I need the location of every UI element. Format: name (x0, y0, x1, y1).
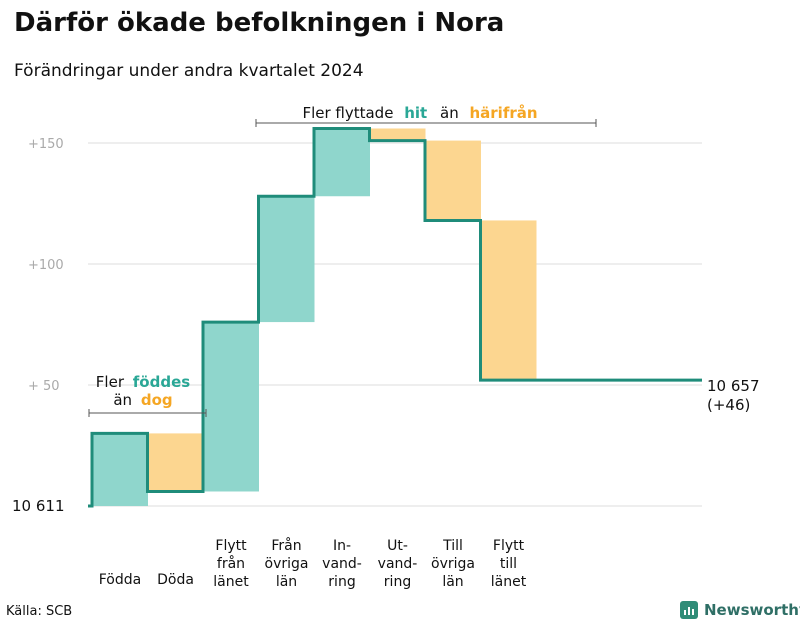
waterfall-bar (425, 140, 481, 221)
annotation-top-bracket (255, 119, 597, 127)
brand-logo: Newsworthy (680, 601, 800, 619)
category-label: Döda (157, 572, 194, 588)
category-label: länet (491, 574, 527, 590)
category-label: län (442, 574, 463, 590)
brand-name: Newsworthy (704, 601, 800, 619)
category-label: vand- (322, 556, 362, 572)
waterfall-bar (369, 128, 426, 141)
waterfall-bar (314, 128, 370, 197)
category-label: ring (384, 574, 411, 590)
annotation-left-dog: dog (141, 391, 173, 409)
category-label: övriga (265, 556, 309, 572)
annotation-top-harifran: härifrån (469, 104, 537, 122)
source-note: Källa: SCB (6, 604, 73, 619)
waterfall-bar (203, 322, 259, 492)
y-tick-label: +100 (28, 258, 64, 273)
annotation-top: Fler flyttade hit än härifrån (302, 104, 537, 122)
category-label: från (217, 555, 245, 572)
annotation-left-text-1: Fler (96, 373, 125, 391)
chart-title: Därför ökade befolkningen i Nora (14, 8, 505, 38)
category-label: Flytt (493, 538, 525, 554)
base-value-label: 10 611 (12, 497, 65, 515)
annotation-top-text-2: än (440, 104, 459, 122)
annotation-left-fodes: föddes (133, 373, 190, 391)
chart-subtitle: Förändringar under andra kvartalet 2024 (14, 61, 364, 81)
category-label: Från (271, 537, 301, 554)
category-label: län (276, 574, 297, 590)
end-change-label: (+46) (707, 396, 750, 414)
annotation-top-hit: hit (404, 104, 427, 122)
category-label: länet (213, 574, 249, 590)
annotation-left-text-2: än (113, 391, 132, 409)
category-label: Flytt (215, 538, 247, 554)
category-label: övriga (431, 556, 475, 572)
category-label: ring (328, 574, 355, 590)
annotation-left-line1: Fler föddes (96, 373, 190, 391)
cumulative-step-line (88, 126, 702, 508)
waterfall-bar (147, 433, 204, 492)
category-label: Födda (99, 572, 141, 588)
waterfall-bar (258, 196, 315, 323)
y-tick-label: + 50 (28, 379, 60, 394)
category-label: Till (442, 538, 463, 554)
category-label: Ut- (387, 538, 408, 554)
newsworthy-logo-icon (680, 601, 698, 619)
waterfall-bar (480, 220, 537, 381)
category-label: vand- (378, 556, 418, 572)
category-label: till (500, 556, 517, 572)
annotation-top-text-1: Fler flyttade (302, 104, 393, 122)
annotation-left-bracket (88, 409, 207, 417)
category-label: In- (333, 538, 351, 554)
y-tick-label: +150 (28, 137, 64, 152)
end-value-label: 10 657 (707, 377, 760, 395)
waterfall-bar (92, 433, 148, 506)
annotation-left-line2: än dog (113, 391, 172, 409)
